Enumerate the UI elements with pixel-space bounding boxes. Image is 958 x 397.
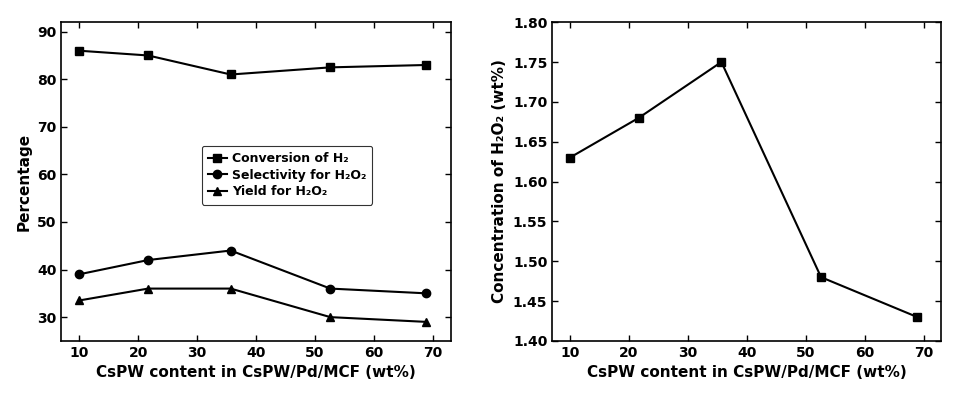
Conversion of H₂	[143, 53, 154, 58]
Yield for H₂O₂	[225, 286, 237, 291]
Yield for H₂O₂	[325, 315, 336, 320]
Conversion of H₂	[225, 72, 237, 77]
Selectivity for H₂O₂	[421, 291, 432, 296]
X-axis label: CsPW content in CsPW/Pd/MCF (wt%): CsPW content in CsPW/Pd/MCF (wt%)	[96, 365, 416, 380]
Y-axis label: Percentage: Percentage	[16, 133, 32, 231]
Selectivity for H₂O₂	[325, 286, 336, 291]
Line: Conversion of H₂: Conversion of H₂	[75, 46, 430, 79]
Yield for H₂O₂	[143, 286, 154, 291]
Selectivity for H₂O₂	[74, 272, 85, 277]
Conversion of H₂	[74, 48, 85, 53]
Conversion of H₂	[421, 63, 432, 67]
Legend: Conversion of H₂, Selectivity for H₂O₂, Yield for H₂O₂: Conversion of H₂, Selectivity for H₂O₂, …	[202, 146, 373, 205]
Yield for H₂O₂	[421, 320, 432, 324]
Y-axis label: Concentration of H₂O₂ (wt%): Concentration of H₂O₂ (wt%)	[492, 60, 508, 303]
Yield for H₂O₂	[74, 298, 85, 303]
Selectivity for H₂O₂	[225, 248, 237, 253]
Conversion of H₂	[325, 65, 336, 70]
Selectivity for H₂O₂	[143, 258, 154, 262]
X-axis label: CsPW content in CsPW/Pd/MCF (wt%): CsPW content in CsPW/Pd/MCF (wt%)	[587, 365, 906, 380]
Line: Selectivity for H₂O₂: Selectivity for H₂O₂	[75, 247, 430, 297]
Line: Yield for H₂O₂: Yield for H₂O₂	[75, 284, 430, 326]
